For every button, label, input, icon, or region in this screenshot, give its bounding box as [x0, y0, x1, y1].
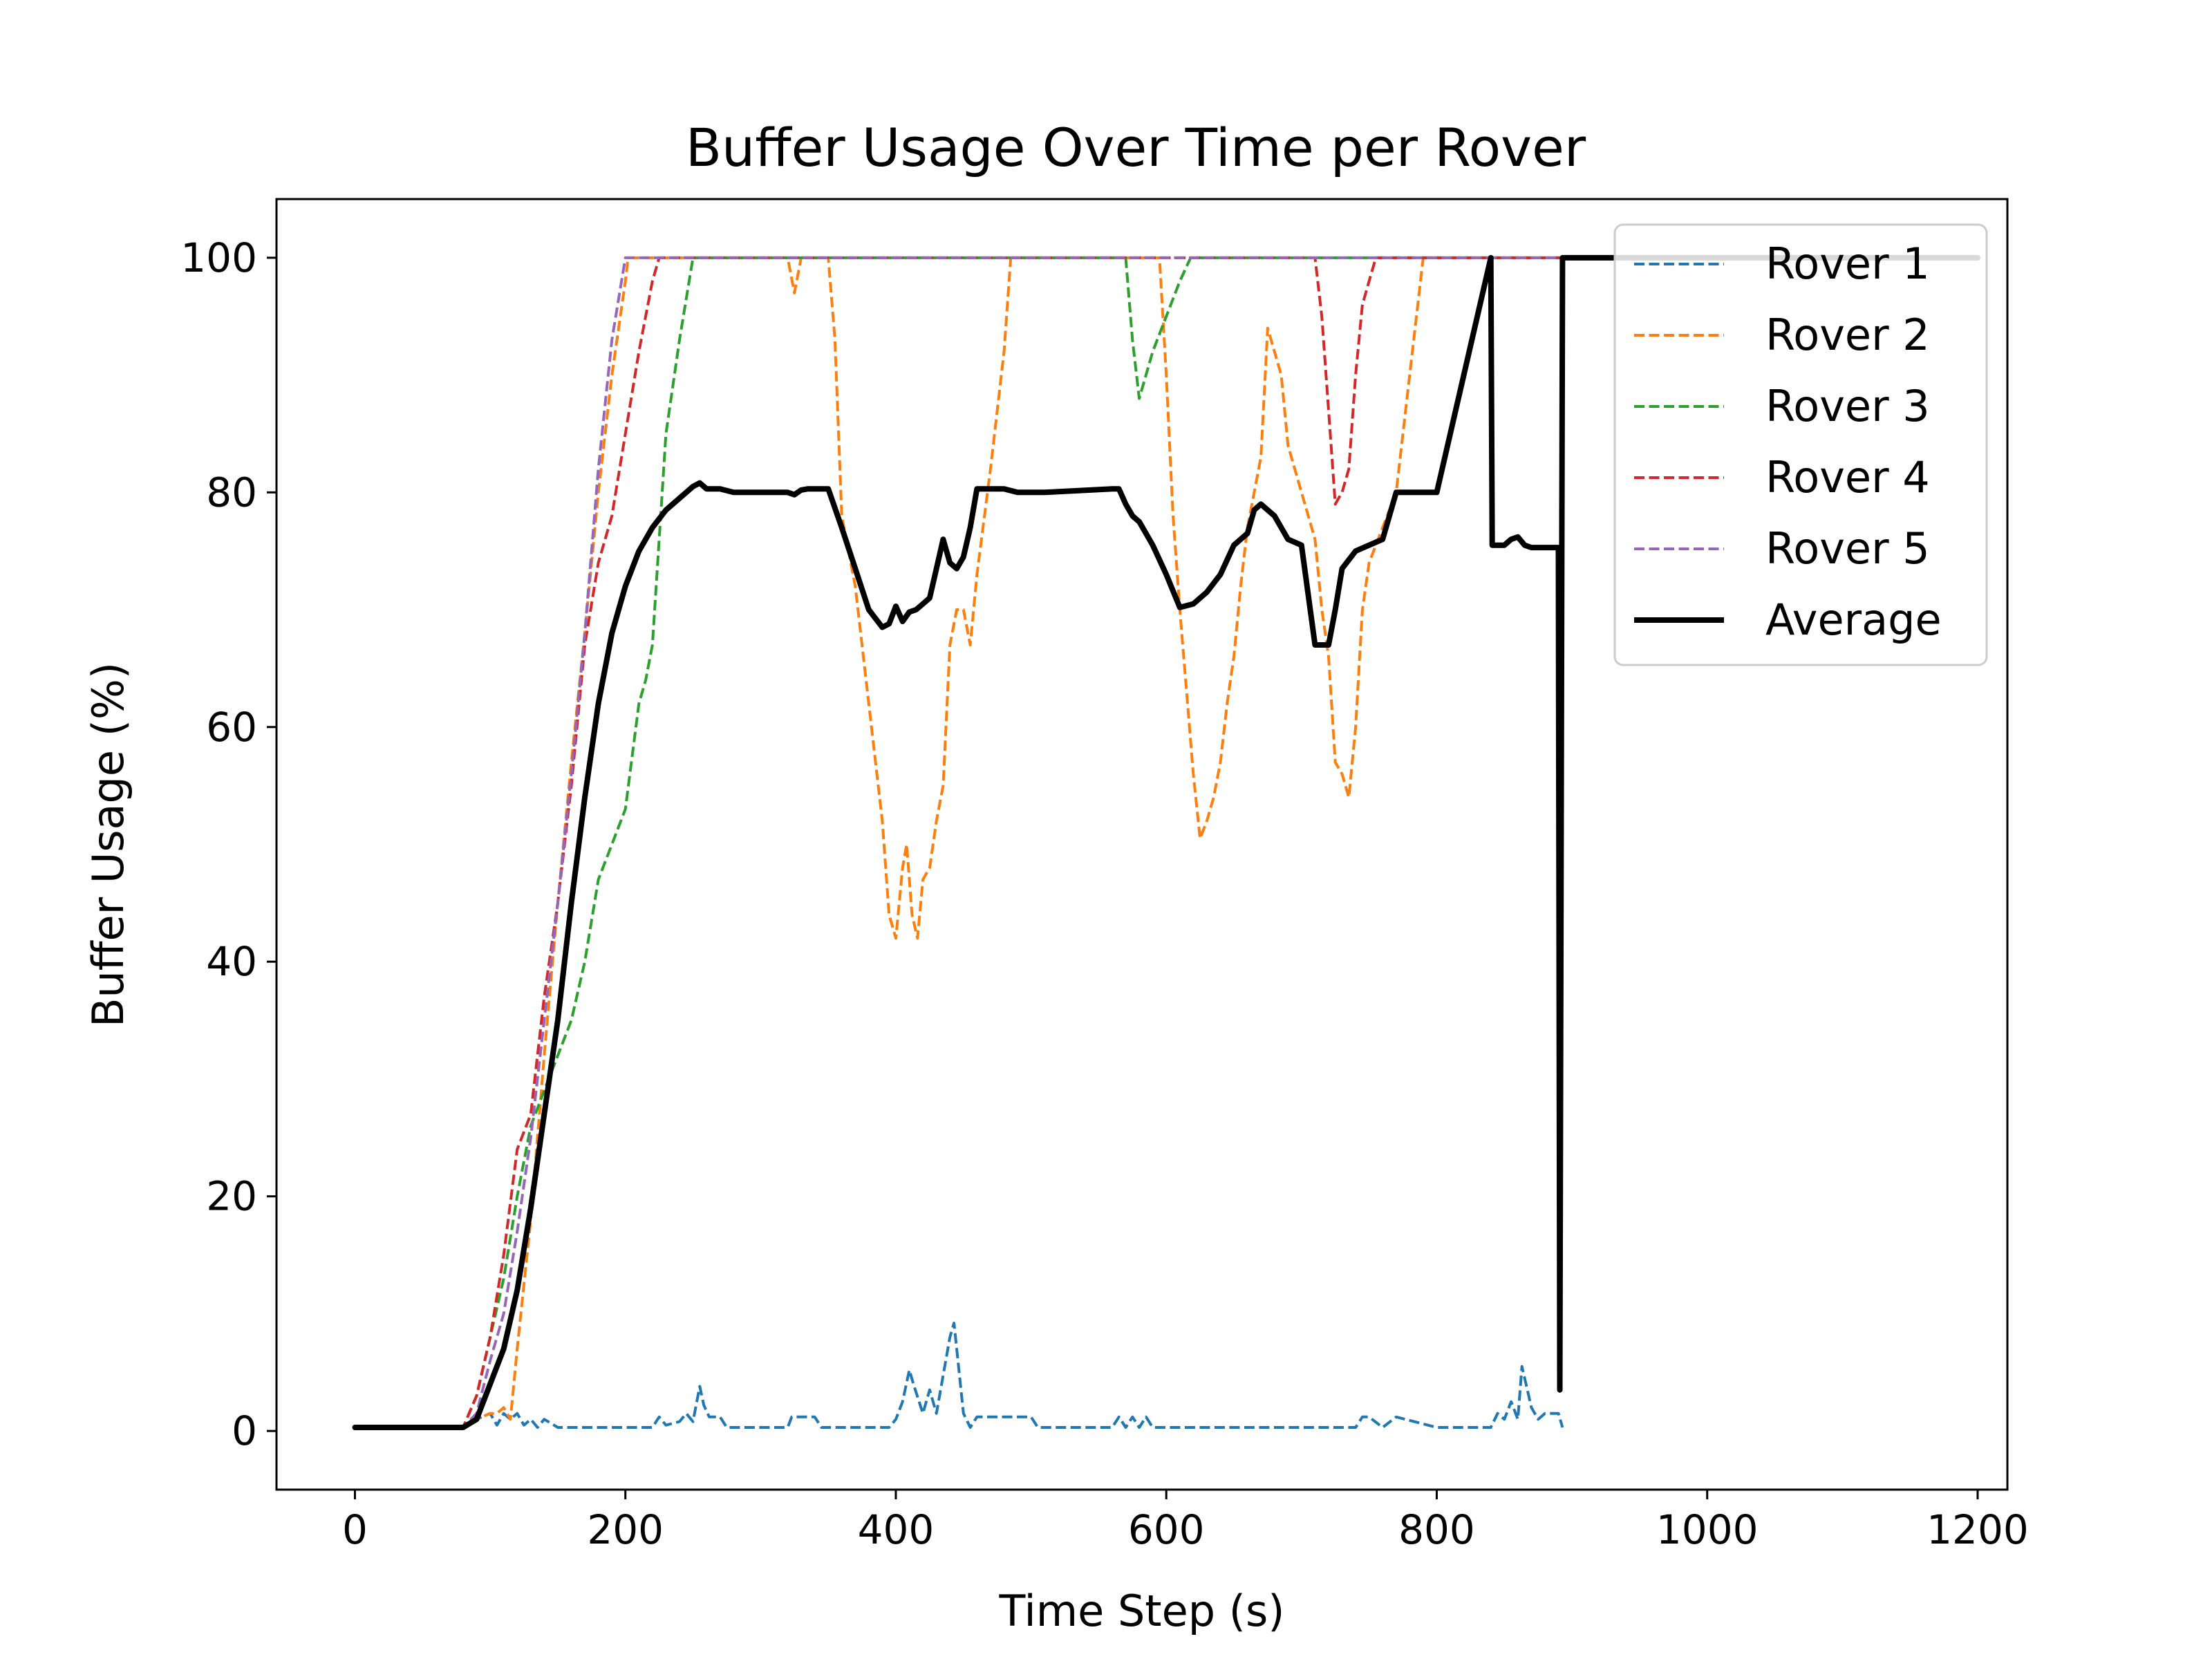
series-line-rover-5 [355, 256, 1978, 1429]
series-line-rover-4 [355, 256, 1978, 1429]
series-line-rover-3 [355, 256, 1978, 1429]
y-tick-label: 80 [206, 469, 257, 516]
y-axis-label: Buffer Usage (%) [83, 662, 133, 1027]
legend-label-rover-1: Rover 1 [1765, 238, 1930, 289]
y-tick-label: 60 [206, 704, 257, 751]
x-tick-label: 400 [858, 1506, 935, 1553]
legend-label-rover-4: Rover 4 [1765, 452, 1930, 503]
x-tick-label: 800 [1398, 1506, 1475, 1553]
legend-label-rover-3: Rover 3 [1765, 381, 1930, 431]
x-axis: 0 200 400 600 800 1000 1200 [342, 1490, 2029, 1553]
x-tick-label: 0 [342, 1506, 368, 1553]
x-tick-label: 1000 [1656, 1506, 1759, 1553]
legend: Rover 1 Rover 2 Rover 3 Rover 4 Rover 5 Avera… [1613, 223, 1988, 666]
y-tick-label: 0 [232, 1407, 257, 1454]
legend-label-rover-2: Rover 2 [1765, 310, 1930, 360]
legend-label-average: Average [1765, 594, 1942, 645]
series-line-rover-2 [355, 256, 1978, 1429]
x-tick-label: 200 [587, 1506, 664, 1553]
x-tick-label: 1200 [1927, 1506, 2029, 1553]
plot-frame [275, 198, 2009, 1491]
x-tick-label: 600 [1128, 1506, 1205, 1553]
legend-items: Rover 1 Rover 2 Rover 3 Rover 4 Rover 5 Avera… [1634, 238, 1942, 645]
legend-box [1613, 223, 1988, 666]
series-layer [352, 254, 1980, 1430]
x-axis-label: Time Step (s) [999, 1586, 1285, 1636]
y-tick-label: 100 [180, 234, 257, 281]
y-tick-label: 20 [206, 1173, 257, 1220]
series-line-rover-1 [355, 1322, 1564, 1429]
legend-label-rover-5: Rover 5 [1765, 523, 1930, 574]
chart-title: Buffer Usage Over Time per Rover [686, 117, 1586, 178]
y-axis: 0 20 40 60 80 100 [180, 234, 276, 1454]
series-line-average [352, 254, 1980, 1430]
y-tick-label: 40 [206, 938, 257, 985]
